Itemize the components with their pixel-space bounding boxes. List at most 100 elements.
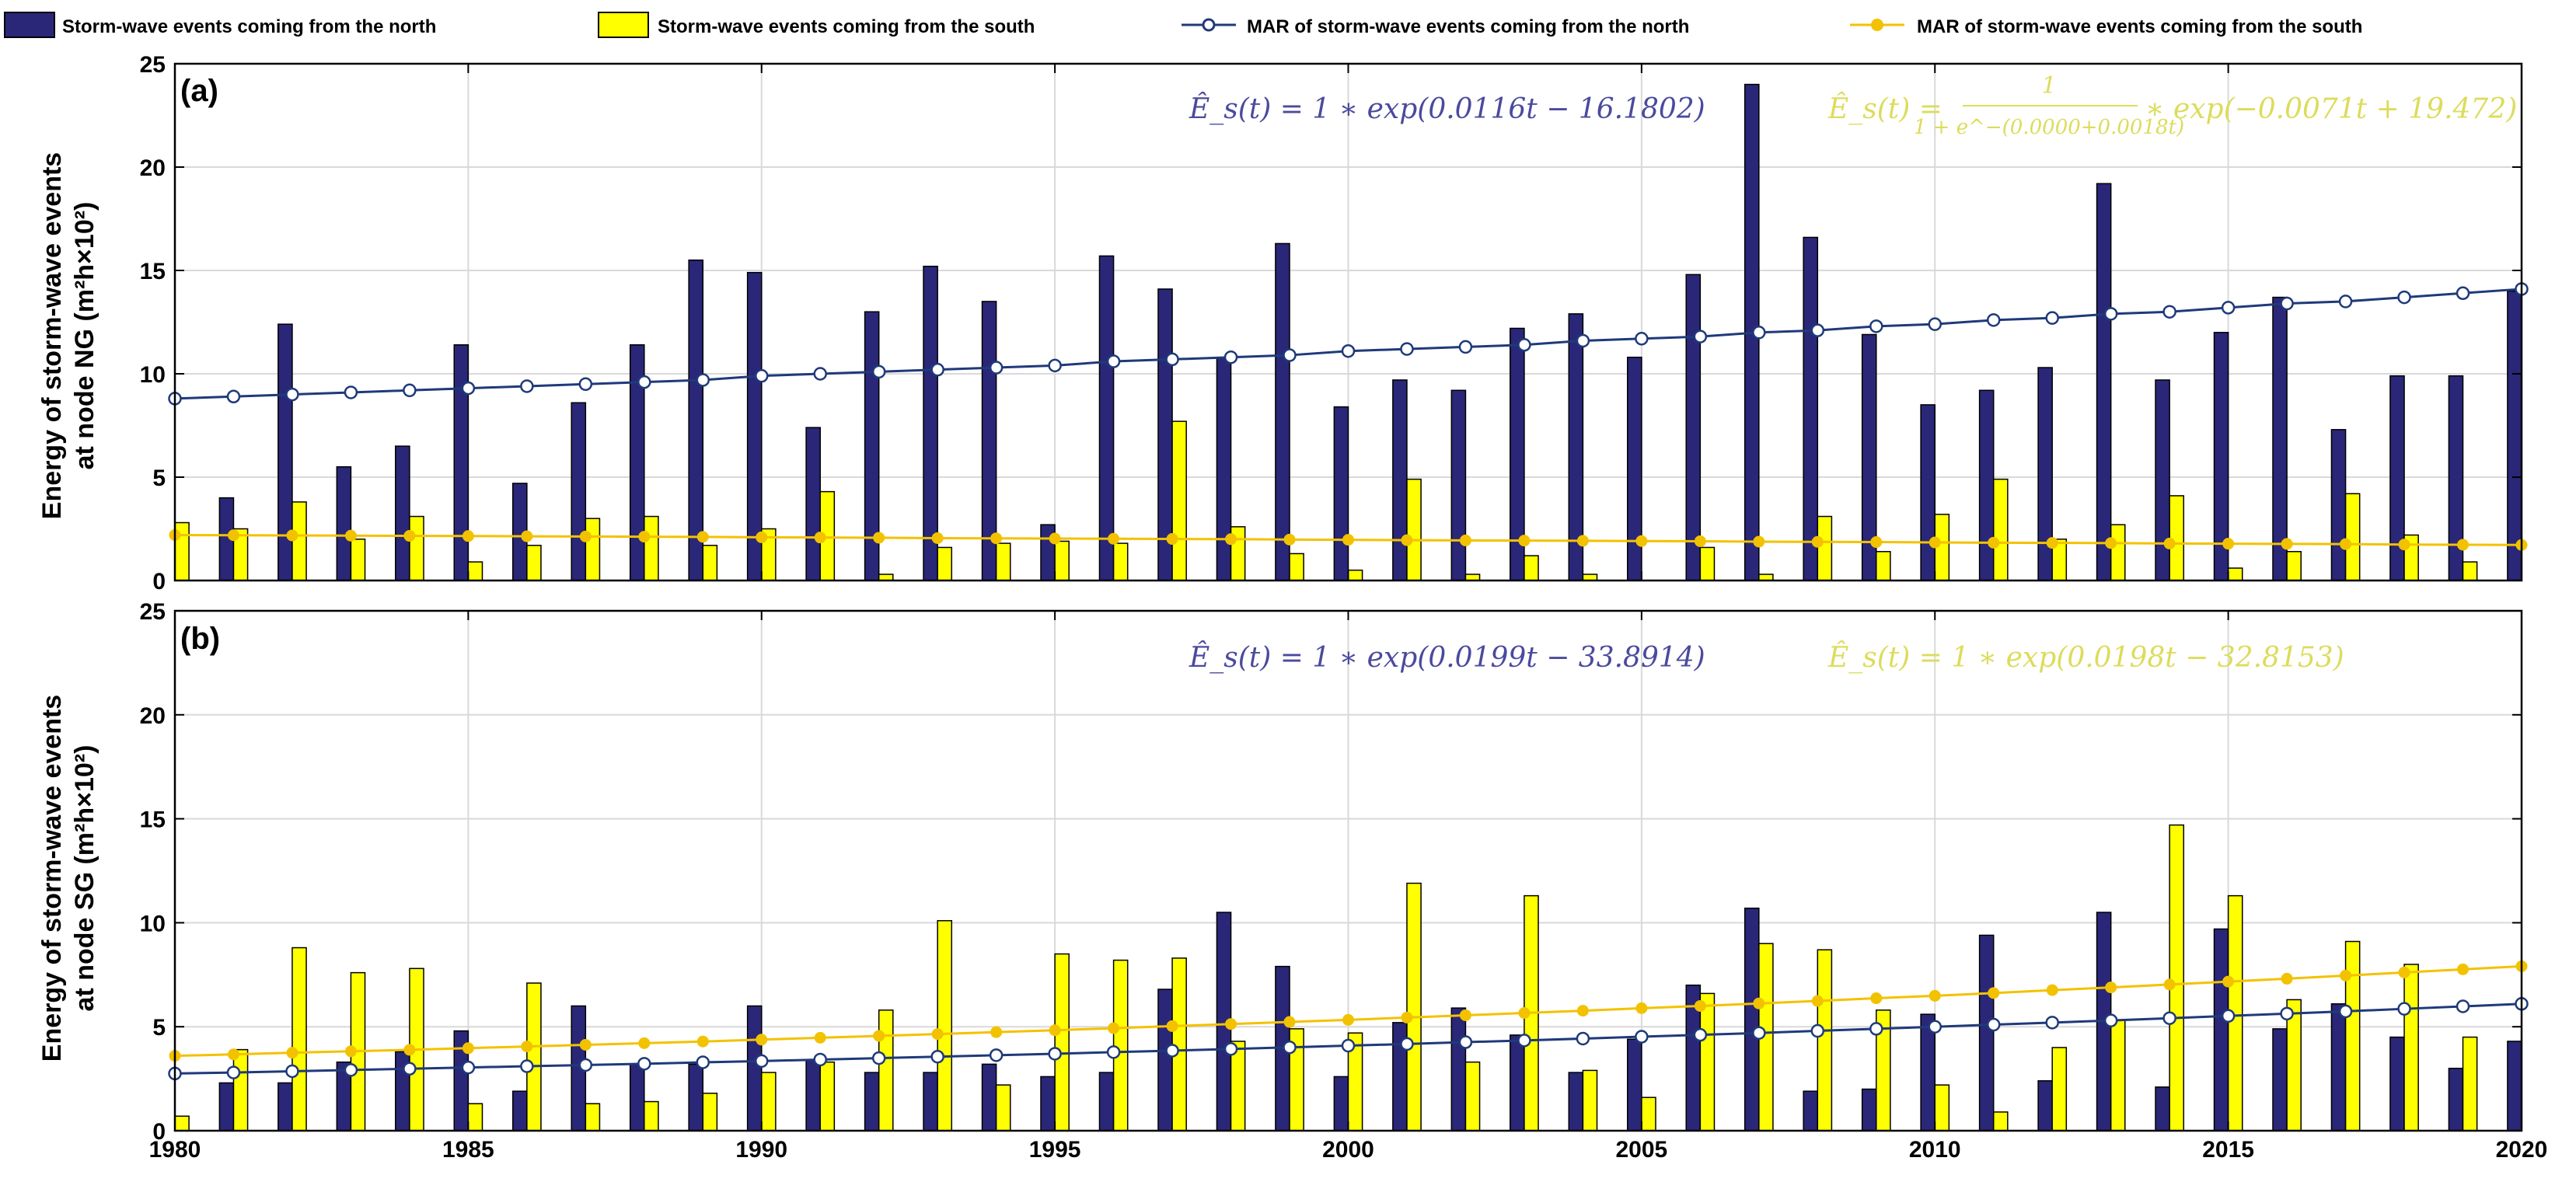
panel-a-mar-north-point-2014: [2162, 305, 2176, 319]
panel-a-mar-north-point-2002: [1458, 340, 1473, 354]
panel-b-bar-north-2020: [2507, 1041, 2522, 1131]
panel-b-mar-south-point-1985: [462, 1042, 474, 1055]
panel-b-mar-north-point-1989: [696, 1055, 710, 1069]
panel-b-plot-area: 0 5 10 15 20 25 1980 1985 1990 1995 2000 2005 2010 20…: [140, 599, 2548, 1163]
panel-a-bar-south-2015: [2227, 567, 2243, 581]
panel-a-mar-south-point-1986: [521, 530, 533, 542]
panel-b-mar-south-point-1998: [1225, 1018, 1237, 1030]
panel-b-bar-north-1982: [277, 1082, 293, 1131]
panel-a-mar-south-point-1989: [696, 531, 709, 543]
panel-b-mar-south-point-1982: [286, 1047, 298, 1059]
panel-b-mar-south-point-2004: [1576, 1005, 1589, 1017]
panel-a-south-eq-denominator: 1 + e^−(0.0000+0.0018t): [1914, 116, 2184, 139]
panel-b-mar-north-point-2005: [1635, 1030, 1649, 1044]
panel-b-bar-south-1994: [995, 1084, 1011, 1131]
panel-a-bar-south-1986: [526, 545, 542, 581]
panel-b-mar-north-point-1990: [755, 1054, 769, 1069]
panel-b-north-equation: Ê_s(t) = 1 ∗ exp(0.0199t − 33.8914): [1189, 641, 1705, 674]
panel-a-mar-south-point-2015: [2222, 538, 2235, 550]
panel-b-mar-north-point-1987: [578, 1058, 593, 1072]
panel-a-bar-south-1996: [1112, 542, 1129, 581]
panel-b-bar-north-2018: [2389, 1036, 2405, 1131]
panel-a-bar-north-2013: [2096, 183, 2112, 581]
panel-b-mar-south-point-1987: [579, 1038, 592, 1051]
panel-b-bar-north-1991: [805, 1059, 821, 1131]
panel-a-south-eq-numerator: 1: [2041, 72, 2056, 99]
panel-a-bar-north-2010: [1920, 404, 1935, 581]
panel-a-y-tick-label: 20: [140, 155, 166, 181]
panel-a-bar-south-2003: [1524, 555, 1539, 581]
panel-b-mar-north-point-2008: [1810, 1023, 1825, 1038]
panel-a-bar-south-1999: [1289, 553, 1304, 581]
panel-b-y-tick-label: 0: [152, 1119, 166, 1145]
panel-b-y-tick-label: 20: [140, 703, 166, 729]
panel-b-mar-south-point-2006: [1694, 999, 1706, 1012]
panel-a-bar-south-2019: [2462, 561, 2478, 581]
panel-b-bar-north-2017: [2330, 1003, 2347, 1131]
panel-b-bar-north-2016: [2272, 1028, 2288, 1131]
panel-b-bar-south-2004: [1582, 1069, 1598, 1131]
panel-b-bar-south-2019: [2462, 1036, 2478, 1131]
panel-a-bar-south-2008: [1817, 515, 1833, 581]
panel-b-mar-north-point-1992: [871, 1051, 886, 1065]
panel-b-y-tick-label: 10: [140, 911, 166, 936]
panel-a-bar-south-1984: [409, 515, 424, 581]
panel-b-mar-south-point-1984: [403, 1044, 416, 1056]
panel-b-mar-north-point-1983: [344, 1063, 358, 1077]
panel-a-mar-south-point-1993: [931, 532, 944, 544]
panel-a-y-tick-label: 5: [152, 465, 166, 491]
panel-a-bar-north-2008: [1803, 236, 1819, 581]
panel-a-mar-north-point-1983: [344, 385, 358, 399]
panel-b-mar-north-point-1993: [930, 1049, 944, 1064]
panel-b-bar-south-2012: [2051, 1047, 2068, 1131]
panel-a-mar-north-point-2013: [2103, 307, 2118, 321]
panel-a-chart: Energy of storm-wave events at node NG (…: [37, 52, 2529, 594]
panel-b-mar-south-point-1990: [756, 1034, 768, 1046]
panel-b-ylabel-line2: at node SG (m²h×10²): [70, 745, 99, 1012]
panel-a-bar-north-2012: [2037, 367, 2053, 581]
panel-b-bar-north-2008: [1803, 1090, 1819, 1131]
panel-b-bar-north-2009: [1861, 1088, 1877, 1131]
panel-a-north-equation: Ê_s(t) = 1 ∗ exp(0.0116t − 16.1802): [1189, 92, 1705, 125]
panel-b-bar-south-1981: [232, 1048, 249, 1131]
panel-a-mar-north-point-1992: [871, 364, 886, 379]
panel-b-mar-south-point-2008: [1811, 995, 1824, 1007]
panel-a-bar-south-1985: [467, 561, 483, 581]
panel-b-mar-south-point-2017: [2340, 969, 2352, 982]
panel-a-bar-north-1984: [395, 445, 410, 581]
panel-b-mar-south-point-1997: [1166, 1020, 1178, 1032]
panel-a-mar-south-point-2007: [1753, 535, 1765, 548]
panel-a-mar-north-point-2001: [1400, 342, 1414, 356]
panel-b-x-tick-label: 2015: [2202, 1137, 2254, 1163]
panel-a-label: (a): [180, 74, 218, 108]
panel-a-mar-north-point-1985: [461, 381, 476, 396]
panel-a-mar-south-point-1997: [1166, 533, 1178, 546]
panel-a-bar-south-1995: [1054, 540, 1070, 581]
panel-a-mar-south-point-2004: [1576, 535, 1589, 547]
panel-b-bar-north-2005: [1627, 1038, 1642, 1131]
panel-a-mar-north-point-1982: [285, 387, 299, 402]
panel-b-bar-south-1990: [761, 1072, 777, 1131]
panel-b-mar-north-point-1998: [1223, 1042, 1238, 1056]
panel-a-mar-north-point-1995: [1048, 358, 1062, 373]
panel-b-bar-north-1993: [923, 1072, 938, 1131]
panel-a-mar-north-point-2003: [1517, 338, 1531, 352]
panel-a-mar-south-point-2014: [2163, 537, 2176, 549]
panel-b-mar-south-point-1992: [873, 1030, 885, 1042]
panel-a-mar-north-point-2010: [1928, 317, 1942, 331]
panel-a-mar-north-point-1996: [1106, 354, 1121, 368]
panel-a-mar-south-point-1983: [344, 529, 357, 542]
panel-a-mar-south-point-2006: [1694, 535, 1706, 547]
panel-b-chart: Energy of storm-wave events at node SG (…: [37, 599, 2547, 1163]
panel-a-y-tick-label: 0: [152, 569, 166, 594]
panel-a-mar-south-point-2002: [1459, 534, 1471, 546]
panel-b-bar-south-1986: [526, 982, 542, 1131]
panel-a-mar-north-point-1994: [989, 361, 1004, 375]
legend-label-north-bars: Storm-wave events coming from the north: [62, 16, 436, 37]
panel-b-mar-south-point-1999: [1283, 1016, 1296, 1028]
panel-b-bar-south-1989: [702, 1093, 718, 1131]
panel-b-y-tick-label: 15: [140, 807, 166, 833]
panel-a-mar-south-point-1984: [403, 530, 416, 542]
panel-a-bar-north-2020: [2507, 290, 2522, 581]
panel-a-mar-south-point-2017: [2340, 538, 2352, 550]
